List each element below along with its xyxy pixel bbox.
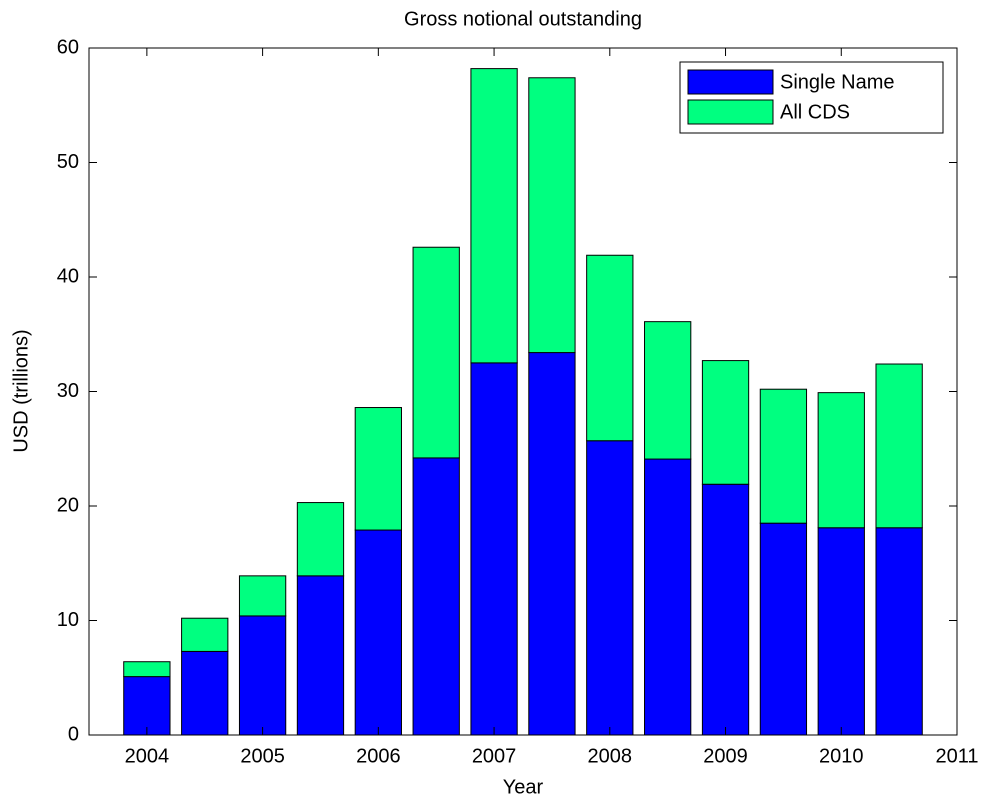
bar-segment xyxy=(644,458,692,736)
x-tick-label: 2007 xyxy=(472,745,517,767)
bar-segment xyxy=(181,650,229,736)
bar-segment xyxy=(412,457,460,736)
legend-label: All CDS xyxy=(780,101,850,123)
y-tick-label: 30 xyxy=(57,380,79,402)
bar-segment xyxy=(354,407,402,531)
bar-segment xyxy=(296,502,345,577)
bar-segment xyxy=(528,77,576,354)
y-tick-label: 60 xyxy=(57,36,79,58)
y-tick-label: 50 xyxy=(57,151,79,173)
bar-segment xyxy=(644,321,692,460)
bar-segment xyxy=(875,527,923,736)
bar-segment xyxy=(817,392,865,529)
x-tick-label: 2010 xyxy=(819,745,864,767)
bar-segment xyxy=(528,352,576,736)
bar-segment xyxy=(586,254,634,442)
bar-segment xyxy=(470,68,518,364)
x-tick-label: 2009 xyxy=(703,745,748,767)
bar-segment xyxy=(817,527,865,736)
bar-segment xyxy=(123,676,171,736)
bar-segment xyxy=(238,575,287,617)
bar-segment xyxy=(759,522,808,736)
y-tick-label: 40 xyxy=(57,265,79,287)
chart-title: Gross notional outstanding xyxy=(404,8,642,30)
bar-segment xyxy=(354,529,402,736)
x-axis-label: Year xyxy=(503,776,544,798)
bar-segment xyxy=(181,617,229,652)
bar-segment xyxy=(701,483,750,736)
bar-segment xyxy=(123,661,171,678)
y-tick-label: 20 xyxy=(57,494,79,516)
y-axis-label: USD (trillions) xyxy=(10,329,32,452)
legend-label: Single Name xyxy=(780,71,895,93)
x-tick-label: 2011 xyxy=(935,745,978,767)
y-tick-label: 10 xyxy=(57,609,79,631)
bar-segment xyxy=(238,615,287,736)
legend-swatch xyxy=(687,69,774,95)
x-tick-label: 2004 xyxy=(125,745,170,767)
x-tick-label: 2005 xyxy=(240,745,285,767)
y-tick-label: 0 xyxy=(68,723,79,745)
legend-swatch xyxy=(687,99,774,125)
x-tick-label: 2006 xyxy=(356,745,401,767)
bar-segment xyxy=(470,362,518,736)
bar-segment xyxy=(875,363,923,529)
x-tick-label: 2008 xyxy=(588,745,633,767)
bar-segment xyxy=(412,246,460,459)
bar-segment xyxy=(586,440,634,736)
bar-segment xyxy=(701,360,750,485)
bar-segment xyxy=(759,388,808,524)
bar-segment xyxy=(296,575,345,736)
